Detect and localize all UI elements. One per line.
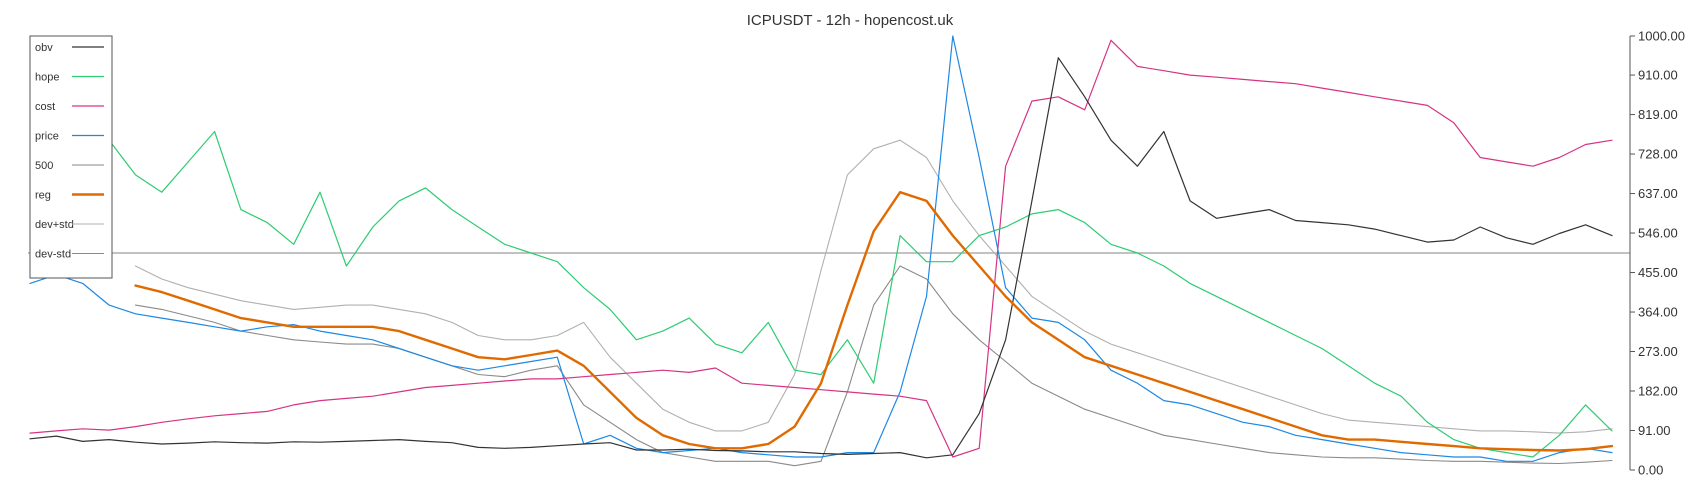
y-tick-label: 273.00 [1638, 344, 1678, 359]
y-tick-label: 91.00 [1638, 423, 1671, 438]
y-tick-label: 910.00 [1638, 68, 1678, 83]
chart-title: ICPUSDT - 12h - hopencost.uk [747, 12, 954, 29]
series-line-reg [134, 191, 1614, 452]
y-tick-label: 728.00 [1638, 147, 1678, 162]
y-tick-label: 182.00 [1638, 384, 1678, 399]
plot-layer [28, 35, 1630, 467]
series-line-hope [29, 39, 1613, 458]
y-tick-label: 819.00 [1638, 107, 1678, 122]
series-line-price [29, 35, 1613, 462]
legend-label: price [35, 131, 59, 143]
legend-label: dev+std [35, 219, 74, 231]
y-tick-label: 546.00 [1638, 226, 1678, 241]
legend-label: hope [35, 72, 59, 84]
legend: obv hope cost price 500 reg dev+std dev-std [29, 35, 113, 279]
legend-label: dev-std [35, 249, 71, 261]
legend-label: 500 [35, 160, 53, 172]
y-axis: 0.00 91.00 182.00 273.00 364.00 455.00 546.00 6… [1629, 29, 1685, 478]
y-tick-label: 637.00 [1638, 186, 1678, 201]
series-line-dev-std [134, 265, 1613, 467]
legend-label: cost [35, 101, 55, 113]
y-tick-label: 455.00 [1638, 265, 1678, 280]
legend-label: reg [35, 190, 51, 202]
y-tick-label: 364.00 [1638, 305, 1678, 320]
series-line-dev-std [134, 139, 1613, 434]
y-tick-label: 0.00 [1638, 463, 1663, 478]
series-line-obv [29, 57, 1613, 459]
series-line-cost [29, 39, 1613, 458]
legend-label: obv [35, 42, 53, 54]
y-tick-label: 1000.00 [1638, 29, 1685, 44]
